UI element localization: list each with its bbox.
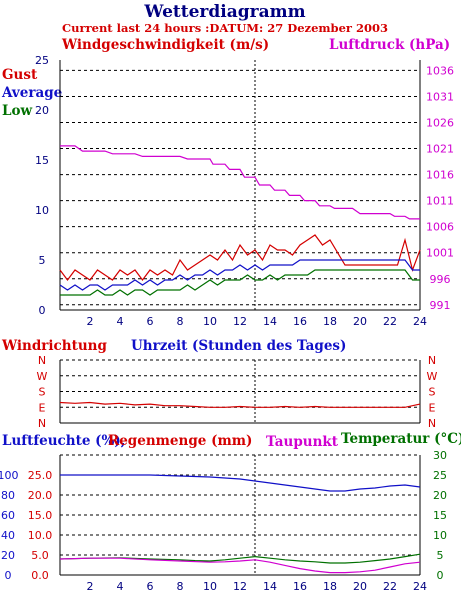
humidity-y-tick-40: 40: [1, 529, 15, 542]
wind-x-tick-24: 24: [413, 315, 427, 328]
page-title: Wetterdiagramm: [143, 2, 305, 22]
rain-y-tick-2: 10.0: [28, 529, 53, 542]
pressure-y-tick-991: 991: [430, 299, 451, 312]
wind-x-tick-14: 14: [263, 315, 277, 328]
wind-x-tick-16: 16: [293, 315, 307, 328]
dewpoint-title: Taupunkt: [266, 434, 339, 450]
temperature-y-tick-5: 5: [437, 549, 444, 562]
rain-y-tick-4: 20.0: [28, 489, 53, 502]
wind-x-tick-12: 12: [233, 315, 247, 328]
wind-y-tick-15: 15: [35, 154, 49, 167]
climate-x-tick-2: 2: [87, 580, 94, 593]
wind-series-luftdruck: [60, 145, 420, 220]
rain-y-tick-3: 15.0: [28, 509, 53, 522]
temperature-axis-title: Temperatur (°C): [341, 431, 461, 447]
direction-right-tick-0: N: [428, 354, 436, 367]
pressure-y-tick-1001: 1001: [426, 247, 454, 260]
pressure-y-tick-1011: 1011: [426, 195, 454, 208]
climate-x-tick-6: 6: [147, 580, 154, 593]
direction-left-tick-3: W: [37, 370, 48, 383]
rain-axis-title: Regenmenge (mm): [108, 433, 252, 449]
humidity-y-tick-0: 0: [5, 569, 12, 582]
direction-right-tick-2: S: [429, 386, 436, 399]
climate-x-tick-10: 10: [203, 580, 217, 593]
rain-y-tick-0: 0.0: [31, 569, 49, 582]
wind-series-low: [60, 269, 420, 296]
wind-x-tick-4: 4: [117, 315, 124, 328]
temperature-y-tick-10: 10: [433, 529, 447, 542]
wind-series-gust: [59, 234, 421, 281]
wind-y-tick-10: 10: [35, 204, 49, 217]
climate-x-tick-24: 24: [413, 580, 427, 593]
pressure-y-tick-1006: 1006: [426, 221, 454, 234]
legend-average: Average: [1, 85, 62, 101]
climate-x-tick-14: 14: [263, 580, 277, 593]
wind-direction-title: Windrichtung: [1, 338, 107, 354]
time-axis-title: Uhrzeit (Stunden des Tages): [131, 338, 346, 354]
temperature-y-tick-15: 15: [433, 509, 447, 522]
direction-series: [59, 401, 421, 408]
wind-x-tick-8: 8: [177, 315, 184, 328]
wind-speed-axis-title: Windgeschwindigkeit (m/s): [61, 37, 269, 53]
wind-y-tick-0: 0: [39, 304, 46, 317]
climate-x-tick-12: 12: [233, 580, 247, 593]
humidity-y-tick-80: 80: [1, 489, 15, 502]
direction-left-tick-4: N: [38, 354, 46, 367]
pressure-y-tick-1036: 1036: [426, 64, 454, 77]
humidity-y-tick-100: 100: [0, 469, 19, 482]
rain-y-tick-1: 5.0: [31, 549, 49, 562]
wind-x-tick-22: 22: [383, 315, 397, 328]
rain-y-tick-5: 25.0: [28, 469, 53, 482]
climate-x-tick-18: 18: [323, 580, 337, 593]
page-subtitle: Current last 24 hours :DATUM: 27 Dezembe…: [62, 21, 388, 35]
wind-x-tick-10: 10: [203, 315, 217, 328]
climate-x-tick-8: 8: [177, 580, 184, 593]
temperature-y-tick-20: 20: [433, 489, 447, 502]
wind-x-tick-6: 6: [147, 315, 154, 328]
pressure-y-tick-1021: 1021: [426, 143, 454, 156]
climate-series-temperatur: [59, 553, 421, 564]
wind-series-average: [59, 259, 420, 291]
legend-gust: Gust: [2, 67, 38, 83]
climate-series-taupunkt: [59, 557, 421, 574]
climate-x-tick-4: 4: [117, 580, 124, 593]
climate-x-tick-16: 16: [293, 580, 307, 593]
wind-x-tick-2: 2: [87, 315, 94, 328]
direction-left-tick-1: E: [39, 401, 46, 414]
pressure-axis-title: Luftdruck (hPa): [329, 37, 450, 53]
climate-x-tick-22: 22: [383, 580, 397, 593]
humidity-axis-title: Luftfeuchte (%),: [2, 433, 125, 449]
direction-right-tick-3: E: [429, 401, 436, 414]
wind-y-tick-25: 25: [35, 54, 49, 67]
wind-x-tick-20: 20: [353, 315, 367, 328]
direction-right-tick-4: N: [428, 417, 436, 430]
wind-x-tick-18: 18: [323, 315, 337, 328]
humidity-y-tick-20: 20: [1, 549, 15, 562]
direction-left-tick-0: N: [38, 417, 46, 430]
temperature-y-tick-30: 30: [433, 449, 447, 462]
direction-left-tick-2: S: [39, 386, 46, 399]
temperature-y-tick-0: 0: [437, 569, 444, 582]
humidity-y-tick-60: 60: [1, 509, 15, 522]
temperature-y-tick-25: 25: [433, 469, 447, 482]
wind-y-tick-5: 5: [39, 254, 46, 267]
direction-right-tick-1: W: [427, 370, 438, 383]
pressure-y-tick-996: 996: [430, 273, 451, 286]
wind-y-tick-20: 20: [35, 104, 49, 117]
legend-low: Low: [2, 103, 32, 119]
climate-x-tick-20: 20: [353, 580, 367, 593]
pressure-y-tick-1031: 1031: [426, 90, 454, 103]
pressure-y-tick-1016: 1016: [426, 169, 454, 182]
climate-series-luftfeuchte: [60, 474, 421, 492]
pressure-y-tick-1026: 1026: [426, 117, 454, 130]
